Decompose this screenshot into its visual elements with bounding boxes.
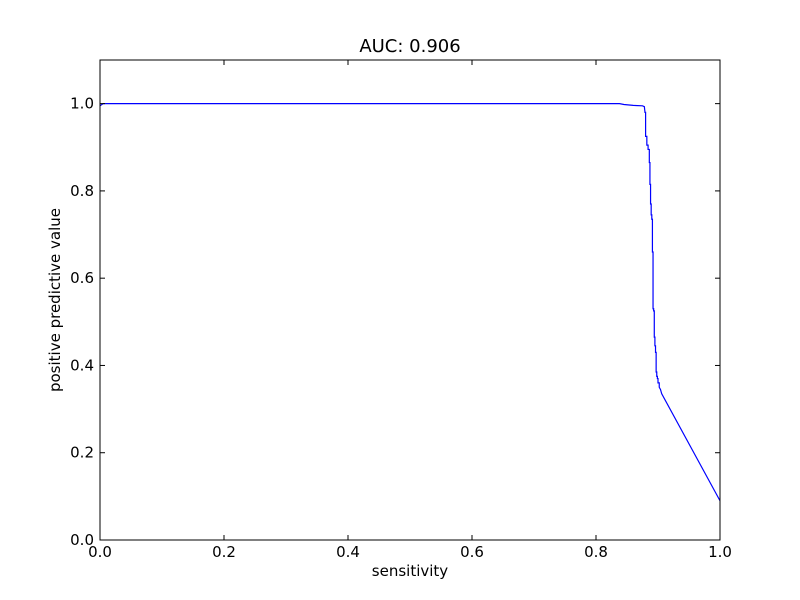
y-tick-label: 0.2 <box>70 444 94 462</box>
y-tick-label: 0.0 <box>70 531 94 549</box>
y-tick-label: 0.4 <box>70 356 94 374</box>
chart-title: AUC: 0.906 <box>359 36 460 57</box>
y-axis-label: positive predictive value <box>46 208 64 392</box>
x-tick-label: 0.6 <box>460 543 484 561</box>
x-tick-label: 0.0 <box>88 543 112 561</box>
y-tick-label: 0.8 <box>70 182 94 200</box>
x-tick-label: 1.0 <box>708 543 732 561</box>
series-line-0 <box>99 103 721 502</box>
x-tick-label: 0.2 <box>212 543 236 561</box>
ticks: 0.0 0.2 0.4 0.6 0.8 1.0 0.0 0.2 0.4 0.6 0.8 1.0 <box>70 60 732 561</box>
x-tick-label: 0.8 <box>584 543 608 561</box>
x-tick-label: 0.4 <box>336 543 360 561</box>
y-tick-label: 0.6 <box>70 269 94 287</box>
plot-area <box>99 103 721 502</box>
x-axis-label: sensitivity <box>372 562 449 580</box>
y-tick-label: 1.0 <box>70 95 94 113</box>
axes-frame <box>99 59 721 541</box>
